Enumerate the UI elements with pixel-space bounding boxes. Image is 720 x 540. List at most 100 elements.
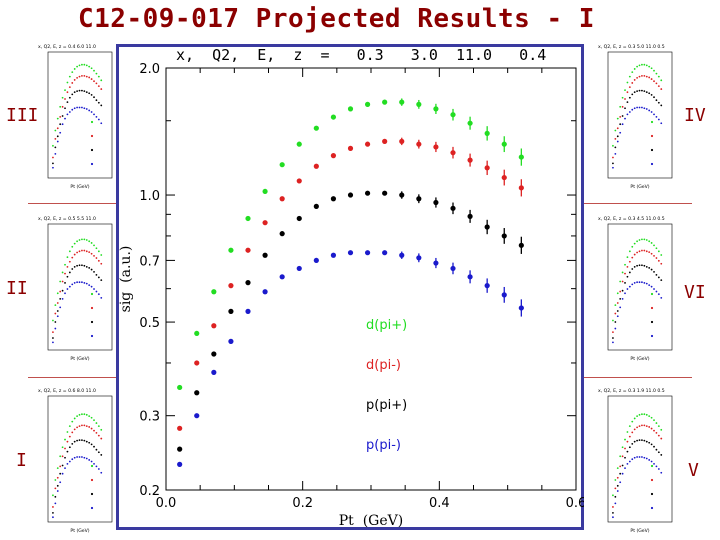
thumb-point <box>90 427 93 430</box>
thumb-point <box>66 256 69 259</box>
data-point <box>296 265 302 272</box>
thumb-point <box>90 285 93 288</box>
thumb-point <box>83 439 86 442</box>
data-point <box>194 413 200 419</box>
panel-label-vi: VI <box>684 282 706 303</box>
thumb-legend-marker <box>650 478 654 482</box>
thumbnail-plot-i: x, Q2, E, z = 0.6 8.0 11.0 Pt (GeV) <box>36 386 116 536</box>
thumb-point <box>626 450 629 453</box>
thumb-background <box>596 42 676 192</box>
thumb-point <box>631 268 634 270</box>
thumb-point <box>626 462 629 465</box>
thumb-point <box>657 425 660 428</box>
thumb-point <box>638 413 641 416</box>
thumb-point <box>645 239 648 241</box>
thumb-point <box>95 115 98 118</box>
thumb-point <box>56 127 59 130</box>
thumb-point <box>100 79 103 82</box>
thumb-point <box>78 281 81 284</box>
data-point <box>518 154 524 160</box>
thumb-legend-marker <box>650 292 654 296</box>
thumb-legend-marker <box>650 306 654 310</box>
thumb-point <box>631 245 634 248</box>
data-point <box>330 153 337 159</box>
thumb-point <box>655 465 658 468</box>
thumb-x-label: Pt (GeV) <box>70 528 89 534</box>
thumb-point <box>59 115 62 118</box>
data-point <box>313 125 319 131</box>
thumb-point <box>633 91 636 94</box>
thumb-point <box>633 417 636 420</box>
thumb-point <box>61 464 64 467</box>
chart-title: x, Q2, E, z = 0.3 3.0 11.0 0.4 <box>176 46 546 64</box>
thumb-point <box>71 283 74 286</box>
thumb-point <box>73 265 76 268</box>
thumb-point <box>95 448 98 451</box>
thumb-point <box>628 285 631 288</box>
thumb-background <box>36 386 116 536</box>
thumb-point <box>100 471 103 474</box>
thumb-point <box>93 419 95 422</box>
x-tick-label: 0.0 <box>156 496 177 511</box>
thumb-legend-marker <box>90 134 94 138</box>
thumb-point <box>619 297 622 300</box>
thumb-point <box>54 129 57 132</box>
x-tick-label: 0.6 <box>566 496 584 511</box>
thumb-point <box>68 250 71 253</box>
thumb-point <box>68 75 71 78</box>
data-point <box>262 220 268 226</box>
thumb-point <box>624 263 626 266</box>
panel-label-v: V <box>688 460 699 481</box>
thumb-point <box>71 420 74 423</box>
thumb-point <box>655 99 658 102</box>
y-tick-label: 1.0 <box>139 189 160 204</box>
thumb-point <box>641 238 643 241</box>
thumb-point <box>628 460 631 463</box>
thumb-point <box>657 293 660 296</box>
thumb-point <box>653 462 655 465</box>
thumb-frame <box>47 223 113 351</box>
thumb-point <box>68 111 71 113</box>
thumb-legend-marker <box>90 306 94 310</box>
data-point <box>364 101 371 107</box>
data-point <box>416 101 422 107</box>
thumb-point <box>52 162 54 165</box>
thumb-point <box>653 69 655 72</box>
thumb-point <box>61 289 64 292</box>
data-point <box>313 203 319 209</box>
thumb-point <box>83 424 86 427</box>
thumb-point <box>616 140 619 143</box>
thumb-point <box>68 285 71 288</box>
data-point <box>279 196 285 202</box>
thumb-point <box>76 281 78 284</box>
thumb-point <box>631 82 634 84</box>
thumb-point <box>97 75 100 78</box>
thumb-point <box>655 72 658 75</box>
data-point <box>433 199 439 206</box>
thumb-point <box>66 431 69 433</box>
thumb-point <box>76 65 78 68</box>
thumb-point <box>88 251 91 254</box>
thumb-point <box>100 279 103 281</box>
thumb-point <box>628 96 631 99</box>
thumb-point <box>54 146 57 149</box>
thumb-frame <box>47 51 113 179</box>
thumb-point <box>648 76 651 79</box>
thumb-point <box>59 105 62 108</box>
data-point <box>518 305 524 311</box>
thumb-point <box>61 297 64 300</box>
y-tick-label: 0.7 <box>139 254 160 269</box>
thumb-point <box>616 135 619 138</box>
thumb-point <box>653 80 655 83</box>
thumb-point <box>614 502 617 505</box>
thumbnail-plot-iii: x, Q2, E, z = 0.4 6.0 11.0 Pt (GeV) <box>36 42 116 192</box>
thumb-point <box>78 89 81 92</box>
thumb-point <box>54 137 57 140</box>
thumb-point <box>655 247 658 250</box>
thumb-point <box>59 290 62 293</box>
legend-entry: p(pi-) <box>366 438 401 453</box>
thumb-point <box>81 238 83 241</box>
thumb-point <box>616 315 619 318</box>
thumb-point <box>56 476 59 479</box>
thumb-point <box>95 82 98 85</box>
